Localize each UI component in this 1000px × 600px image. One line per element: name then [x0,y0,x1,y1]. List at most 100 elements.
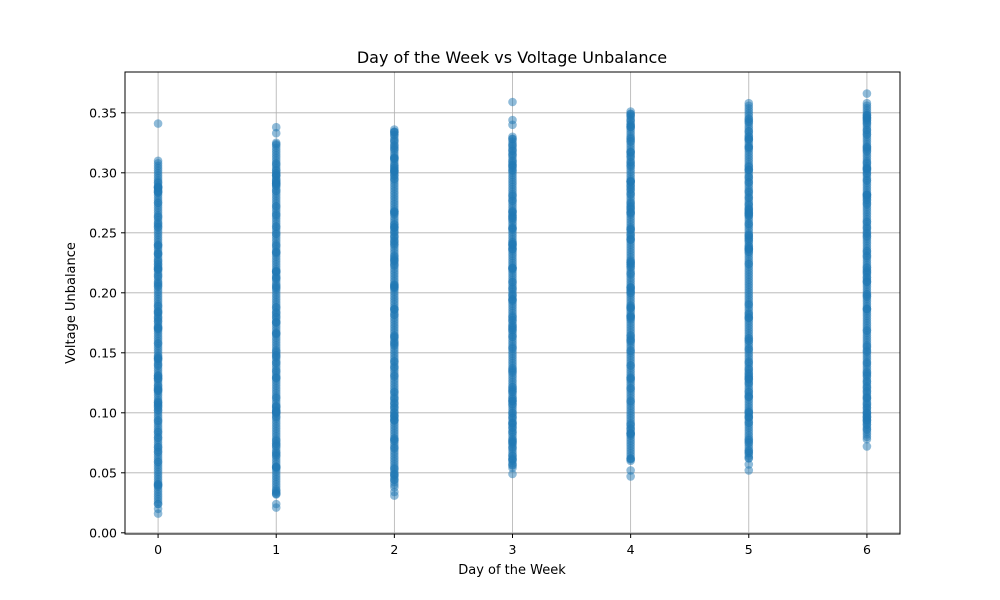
data-point [626,420,635,429]
data-point [508,312,517,322]
data-point [626,115,635,125]
data-point [390,398,399,408]
data-point [508,166,517,175]
data-point [744,230,754,240]
data-point [508,157,517,166]
data-point [271,222,281,232]
data-point [271,373,281,383]
data-point [626,151,635,161]
data-point [744,357,754,367]
data-point [153,360,163,370]
data-point [744,219,754,229]
data-point [153,240,163,250]
data-point [390,154,399,164]
data-point [390,207,399,216]
y-tick-label: 0.15 [89,345,117,360]
data-point [153,374,163,384]
data-point [508,443,517,453]
data-point-outlier [862,442,872,451]
data-point [626,122,635,132]
x-tick-label: 0 [154,542,162,557]
data-point [390,252,399,261]
data-point [744,247,754,257]
data-point [390,331,399,341]
data-point [508,223,517,233]
data-point [153,263,163,273]
data-point-outlier [862,89,872,98]
y-axis-ticks: 0.00 0.05 0.10 0.15 0.20 0.25 0.30 0.35 [89,105,125,540]
data-point [153,307,163,316]
data-point [271,175,281,185]
data-point [271,281,281,291]
data-point [390,443,399,453]
data-point [744,114,754,124]
data-point [508,423,517,432]
data-point [271,347,281,356]
data-point-outlier [271,499,281,509]
y-tick-label: 0.25 [89,225,117,240]
data-point [390,171,399,180]
data-point [390,223,399,233]
data-point [271,202,281,211]
data-point [626,346,635,356]
data-point [271,407,281,417]
data-point [153,339,163,348]
data-point-outlier [508,115,517,125]
data-point [862,165,872,174]
data-points [153,89,872,518]
data-point-outlier [744,460,754,469]
data-point [862,387,872,396]
data-point [626,384,635,393]
x-tick-label: 2 [390,542,398,557]
data-point [862,419,872,429]
data-point [271,241,281,250]
data-point [508,332,517,341]
data-point [271,318,281,327]
data-point [153,416,163,426]
data-point [508,264,517,273]
data-point [508,140,517,150]
data-point [862,268,872,278]
data-point [508,367,517,376]
data-point [862,251,872,261]
data-point [744,165,754,174]
data-point [271,159,281,169]
data-point-outlier [271,128,281,138]
data-point [626,314,635,323]
data-point [744,142,754,152]
data-point [744,193,754,203]
data-point [862,290,872,299]
data-point [508,394,517,403]
series-day-6 [862,89,872,451]
data-point [744,391,754,401]
data-point [744,132,754,142]
data-point [153,198,163,208]
data-point [744,98,754,108]
y-tick-label: 0.00 [89,525,117,540]
data-point [508,413,517,422]
data-point [153,212,163,221]
data-point [153,381,163,391]
series-day-2 [390,125,399,500]
data-point [508,435,517,445]
data-point [508,284,517,293]
data-point [390,371,399,381]
data-point [862,368,872,377]
data-point [744,208,754,218]
data-point [862,326,872,335]
data-point [626,454,635,463]
data-point [153,323,163,332]
chart-title: Day of the Week vs Voltage Unbalance [357,48,667,67]
data-point [626,136,635,146]
data-point [508,134,517,144]
y-tick-label: 0.05 [89,465,117,480]
data-point [390,469,399,479]
data-point [271,366,281,376]
data-point-outlier [390,487,399,497]
data-point [508,196,517,205]
data-point [390,127,399,136]
x-tick-label: 4 [627,542,635,557]
data-point [744,448,754,458]
x-tick-label: 1 [272,542,280,557]
data-point [626,301,635,311]
